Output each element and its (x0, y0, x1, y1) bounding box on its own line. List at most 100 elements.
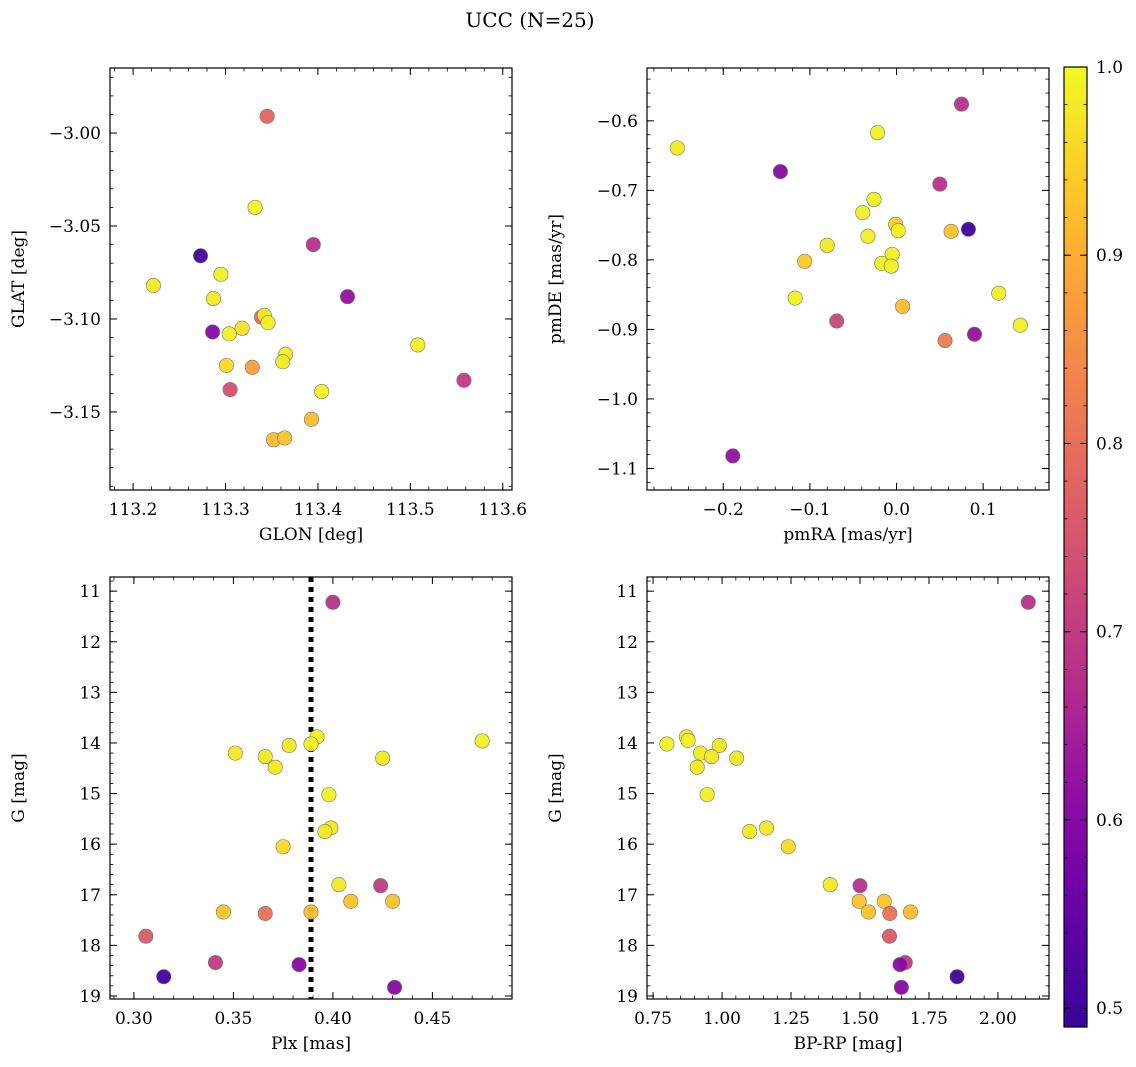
y-tick-label: −0.7 (597, 181, 638, 201)
y-axis-label: G [mag] (9, 753, 29, 822)
data-point (303, 904, 319, 920)
panels: 113.2 113.3 113.4 113.5 113.6 −3.15 −3.10 −3.05… (9, 67, 1050, 1054)
data-point (259, 108, 275, 124)
colorbar-tick-label: 0.9 (1096, 246, 1123, 266)
figure-title: UCC (N=25) (465, 8, 594, 32)
data-point (385, 893, 401, 909)
data-point (138, 928, 154, 944)
y-axis-label: G [mag] (546, 753, 566, 822)
colorbar-tick-label: 0.5 (1096, 999, 1123, 1019)
y-tick-label: 15 (616, 785, 638, 805)
colorbar: 0.5 0.6 0.7 0.8 0.9 1.0 (1063, 58, 1123, 1028)
data-point (325, 594, 341, 610)
y-tick-label: 17 (79, 886, 101, 906)
data-point (156, 969, 172, 985)
data-point (1020, 594, 1036, 610)
data-point (234, 320, 250, 336)
data-point (193, 248, 209, 264)
y-tick-label: −3.10 (49, 310, 101, 330)
ticks (110, 68, 512, 490)
data-point (890, 223, 906, 239)
data-point (659, 736, 675, 752)
data-point (387, 979, 403, 995)
data-point (704, 749, 720, 765)
data-point (375, 750, 391, 766)
data-point (222, 382, 238, 398)
data-point (866, 191, 882, 207)
data-point (314, 383, 330, 399)
data-point (797, 253, 813, 269)
data-point (205, 324, 221, 340)
y-tick-label: 13 (79, 683, 101, 703)
x-tick-label: −0.2 (703, 500, 744, 520)
y-tick-label: 17 (616, 886, 638, 906)
data-point (943, 223, 959, 239)
data-point (937, 333, 953, 349)
data-point (949, 969, 965, 985)
data-point (895, 298, 911, 314)
y-tick-label: −0.6 (597, 112, 638, 132)
y-tick-label: 11 (79, 582, 101, 602)
data-point (729, 750, 745, 766)
y-tick-label: −0.8 (597, 251, 638, 271)
data-point (340, 289, 356, 305)
colorbar-tick-label: 1.0 (1096, 58, 1123, 78)
panel-1: 113.2 113.3 113.4 113.5 113.6 −3.15 −3.10 −3.05… (9, 67, 527, 545)
y-tick-label: −3.05 (49, 217, 101, 237)
data-point (456, 372, 472, 388)
data-point (218, 357, 234, 373)
y-tick-label: 14 (79, 734, 101, 754)
data-point (305, 237, 321, 253)
data-point (257, 749, 273, 765)
x-tick-label: 0.40 (314, 1009, 352, 1029)
data-point (819, 237, 835, 253)
data-point (852, 878, 868, 894)
data-point (260, 315, 276, 331)
x-tick-label: 113.2 (109, 500, 158, 520)
colorbar-tick-label: 0.6 (1096, 811, 1123, 831)
data-point (206, 291, 222, 307)
x-tick-label: −0.1 (789, 500, 830, 520)
panel-2: −0.2 −0.1 0.0 0.1 −1.1 −1.0 −0.9 −0.8 −0.7 −0.6 pm… (546, 67, 1050, 545)
data-point (244, 359, 260, 375)
colorbar-tick-label: 0.7 (1096, 623, 1123, 643)
y-tick-label: −3.00 (49, 124, 101, 144)
scatter-points (669, 96, 1028, 464)
y-tick-label: 12 (79, 633, 101, 653)
data-point (991, 285, 1007, 301)
data-point (275, 354, 291, 370)
data-point (281, 737, 297, 753)
data-point (860, 228, 876, 244)
x-tick-label: 0.35 (214, 1009, 252, 1029)
y-tick-label: 19 (616, 987, 638, 1007)
data-point (780, 839, 796, 855)
data-point (410, 337, 426, 353)
data-point (145, 278, 161, 294)
data-point (787, 290, 803, 306)
data-point (275, 839, 291, 855)
x-tick-label: 2.00 (979, 1009, 1017, 1029)
ticks (110, 577, 513, 999)
data-point (869, 125, 885, 141)
x-tick-label: 0.75 (634, 1009, 672, 1029)
data-point (221, 326, 237, 342)
panel-3: 0.30 0.35 0.40 0.45 11 12 13 14 15 16 17 18 19 Plx [m… (9, 576, 513, 1054)
colorbar-frame (1063, 66, 1088, 1028)
data-point (215, 904, 231, 920)
data-point (373, 878, 389, 894)
x-axis-label: pmRA [mas/yr] (783, 525, 912, 545)
data-point (861, 904, 877, 920)
x-tick-label: 113.3 (201, 500, 250, 520)
plot-frame (109, 67, 513, 491)
panel-4: 0.75 1.00 1.25 1.50 1.75 2.00 11 12 13 14 15 16 17 18… (546, 576, 1050, 1054)
y-tick-label: 18 (616, 936, 638, 956)
data-point (227, 745, 243, 761)
x-tick-label: 113.6 (478, 500, 527, 520)
data-point (855, 205, 871, 221)
x-tick-label: 113.5 (386, 500, 435, 520)
data-point (882, 928, 898, 944)
y-tick-label: 16 (79, 835, 101, 855)
y-tick-label: 16 (616, 835, 638, 855)
y-axis-label: GLAT [deg] (9, 230, 29, 328)
